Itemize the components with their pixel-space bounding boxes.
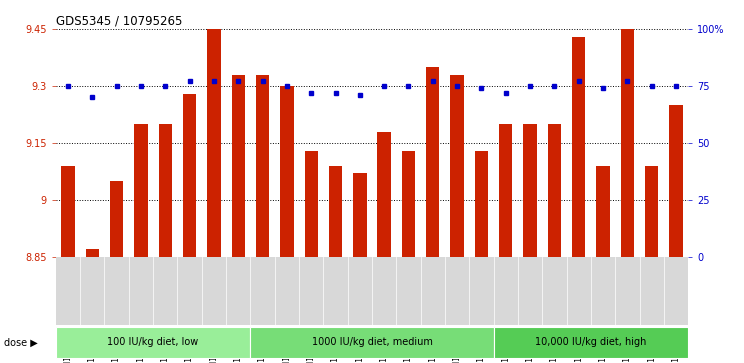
Bar	[183, 94, 196, 257]
Bar	[377, 131, 391, 257]
Bar	[256, 75, 269, 257]
Bar	[426, 67, 440, 257]
FancyBboxPatch shape	[493, 327, 688, 358]
Bar	[499, 124, 513, 257]
FancyBboxPatch shape	[251, 327, 493, 358]
Bar	[61, 166, 74, 257]
Bar	[670, 105, 683, 257]
Bar	[353, 173, 367, 257]
Bar	[475, 151, 488, 257]
Bar	[402, 151, 415, 257]
Bar	[134, 124, 147, 257]
Bar	[548, 124, 561, 257]
Bar	[231, 75, 245, 257]
FancyBboxPatch shape	[56, 327, 251, 358]
Bar	[572, 37, 586, 257]
Bar	[280, 86, 294, 257]
Bar	[620, 29, 634, 257]
Text: 10,000 IU/kg diet, high: 10,000 IU/kg diet, high	[535, 337, 647, 347]
Bar	[524, 124, 536, 257]
Text: 100 IU/kg diet, low: 100 IU/kg diet, low	[107, 337, 199, 347]
Text: dose ▶: dose ▶	[4, 337, 37, 347]
Bar	[304, 151, 318, 257]
Bar	[110, 181, 124, 257]
Text: 1000 IU/kg diet, medium: 1000 IU/kg diet, medium	[312, 337, 432, 347]
Bar	[158, 124, 172, 257]
Bar	[208, 29, 220, 257]
Bar	[450, 75, 464, 257]
Text: GDS5345 / 10795265: GDS5345 / 10795265	[56, 15, 182, 28]
Bar	[86, 249, 99, 257]
Bar	[645, 166, 658, 257]
Bar	[329, 166, 342, 257]
Bar	[597, 166, 610, 257]
